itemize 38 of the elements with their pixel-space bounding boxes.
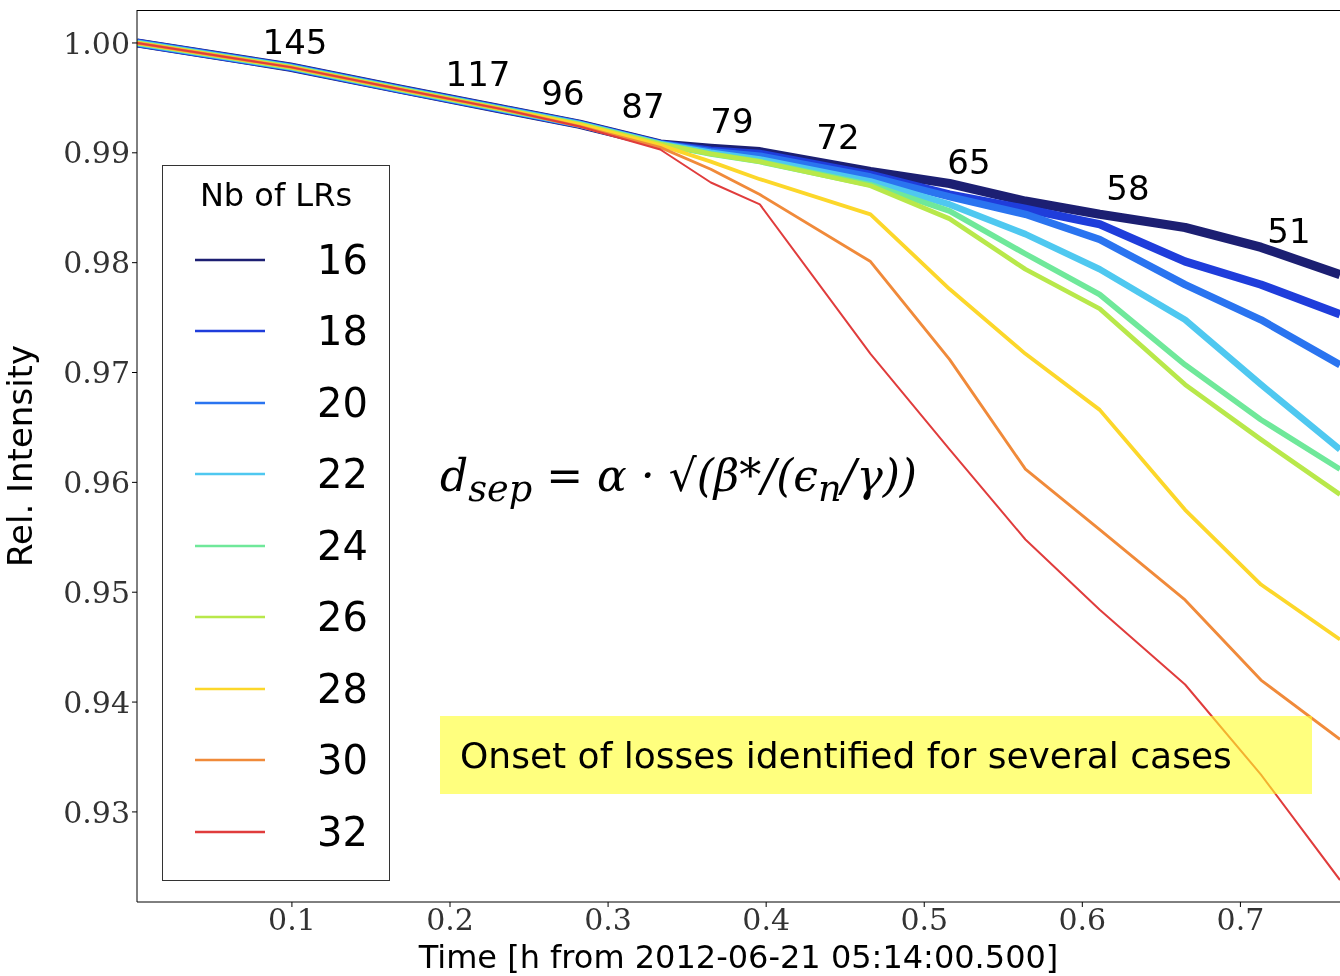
annotation: Onset of losses identified for several cases: [440, 716, 1312, 794]
annotation: 72: [816, 117, 860, 157]
legend-label: 16: [317, 236, 368, 283]
legend-label: 20: [317, 379, 368, 426]
y-tick-label: 0.96: [63, 465, 130, 501]
annotation: 145: [262, 22, 328, 62]
y-tick-label: 0.99: [63, 135, 130, 171]
x-tick-label: 0.2: [426, 902, 474, 938]
x-tick-label: 0.7: [1216, 902, 1265, 938]
x-tick-label: 0.6: [1058, 902, 1107, 938]
annotation: 87: [621, 86, 665, 126]
annotation: d$_{sep}$ = α · √(β*/(ϵ$_{n}$/γ)): [440, 450, 918, 510]
y-tick-label: 0.94: [63, 684, 130, 720]
legend-label: 24: [317, 522, 368, 569]
legend-label: 32: [317, 808, 368, 855]
y-axis-title: Rel. Intensity: [0, 344, 41, 568]
y-tick-label: 0.93: [63, 794, 130, 830]
legend-label: 30: [317, 737, 368, 784]
y-tick-label: 0.97: [63, 355, 130, 391]
x-tick-label: 0.3: [584, 902, 632, 938]
y-tick-label: 1.00: [63, 25, 130, 61]
legend-title: Nb of LRs: [198, 176, 354, 214]
x-tick-label: 0.1: [268, 902, 316, 938]
x-tick-label: 0.4: [742, 902, 791, 938]
annotation: 65: [947, 142, 991, 182]
legend-label: 26: [317, 594, 368, 641]
annotation: 117: [445, 54, 511, 94]
y-tick-label: 0.95: [63, 574, 130, 610]
x-tick-label: 0.5: [900, 902, 949, 938]
annotation: 58: [1106, 168, 1150, 208]
legend-label: 28: [317, 665, 368, 712]
annotation: 96: [541, 73, 585, 113]
legend-label: 18: [317, 308, 368, 355]
y-tick-label: 0.98: [63, 245, 130, 281]
legend-label: 22: [317, 451, 368, 498]
annotation: 79: [710, 101, 754, 141]
annotation: 51: [1267, 211, 1311, 251]
x-axis-title: Time [h from 2012-06-21 05:14:00.500]: [417, 938, 1059, 976]
